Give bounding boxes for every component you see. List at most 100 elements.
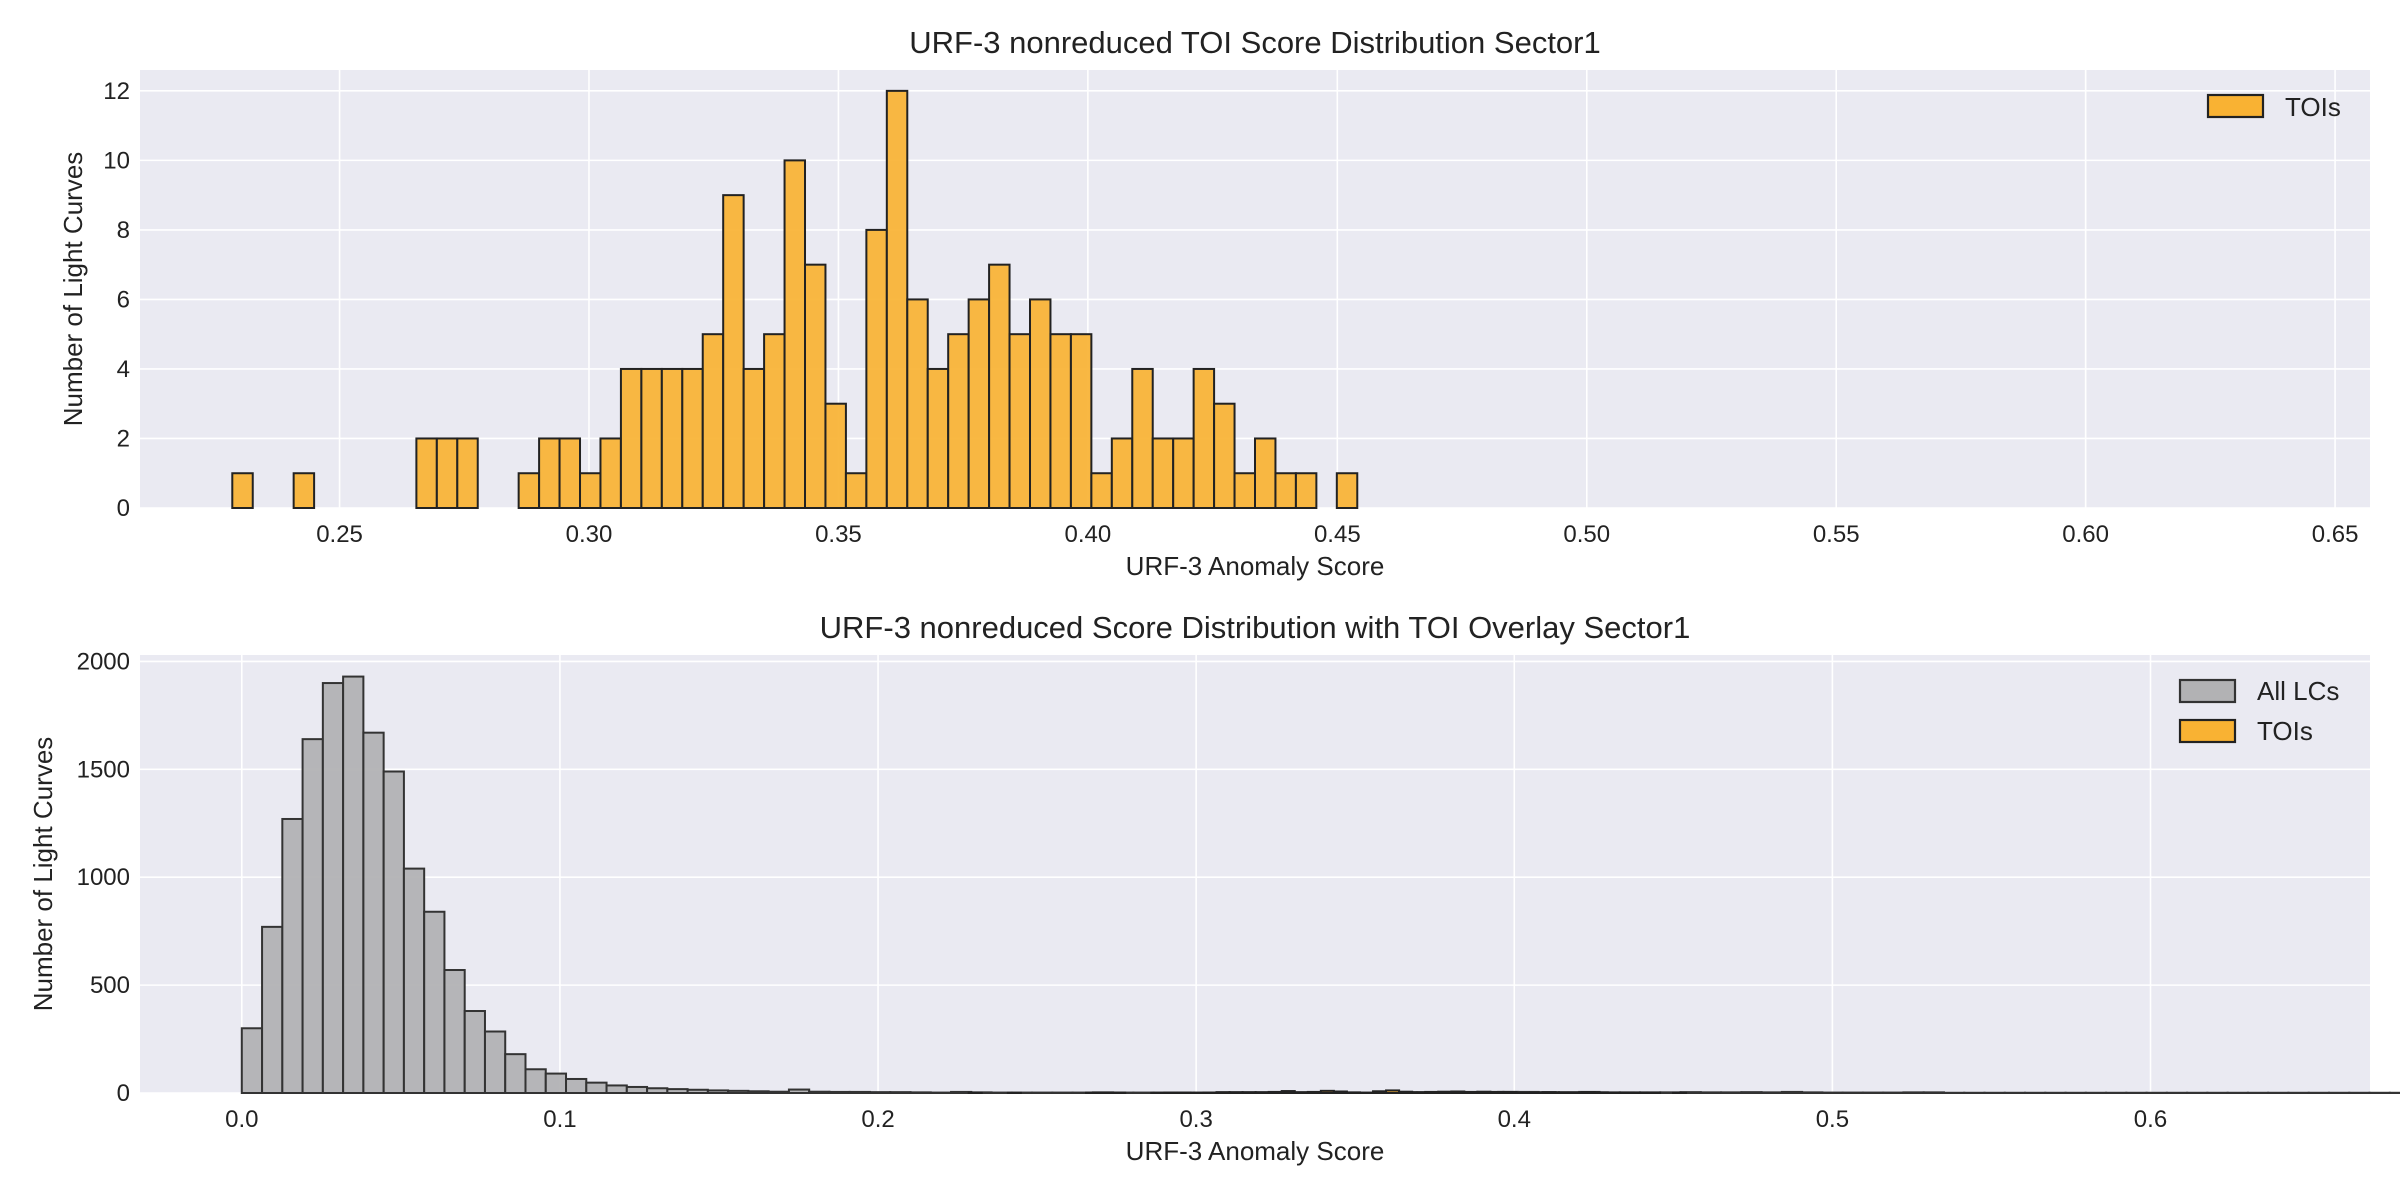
bottom-bar-all-lcs bbox=[848, 1090, 871, 1094]
bottom-bar-all-lcs bbox=[565, 1077, 588, 1094]
top-bar-tois bbox=[947, 333, 970, 510]
top-bar-tois bbox=[844, 472, 868, 510]
top-y-tick-label: 4 bbox=[117, 356, 130, 383]
bottom-bar-all-lcs bbox=[342, 675, 365, 1094]
bottom-bar-tois bbox=[1463, 1090, 1479, 1094]
bottom-y-tick-label: 0 bbox=[117, 1080, 130, 1107]
bottom-bar-tois bbox=[1385, 1089, 1401, 1095]
bottom-y-tick-label: 1500 bbox=[77, 756, 130, 783]
bottom-bar-tois bbox=[1319, 1089, 1335, 1095]
top-bar-tois bbox=[558, 437, 582, 510]
bottom-bar-tois bbox=[1593, 1091, 1609, 1094]
top-x-tick-label: 0.30 bbox=[566, 521, 613, 548]
bottom-x-tick-label: 0.3 bbox=[1179, 1106, 1212, 1133]
bottom-bar-all-lcs bbox=[1801, 1091, 1824, 1094]
bottom-bar-tois bbox=[1437, 1090, 1453, 1095]
bottom-legend: All LCs TOIs bbox=[2178, 676, 2339, 746]
bottom-bar-all-lcs bbox=[321, 682, 345, 1094]
top-bar-tois bbox=[619, 367, 643, 510]
top-bar-tois bbox=[1069, 333, 1093, 510]
bottom-y-tick-label: 500 bbox=[90, 972, 130, 999]
top-bar-tois bbox=[1008, 333, 1032, 510]
top-y-tick-label: 2 bbox=[117, 425, 130, 452]
bottom-legend-label-tois: TOIs bbox=[2257, 716, 2313, 746]
bottom-bar-all-lcs bbox=[686, 1088, 709, 1095]
top-bar-tois bbox=[681, 367, 704, 510]
top-bar-tois bbox=[1213, 402, 1236, 510]
top-bar-tois bbox=[1110, 437, 1134, 510]
top-x-tick-label: 0.50 bbox=[1563, 521, 1610, 548]
bottom-bar-all-lcs bbox=[423, 910, 446, 1094]
bottom-bar-all-lcs bbox=[281, 817, 304, 1094]
bottom-bar-all-lcs bbox=[240, 1027, 264, 1095]
bottom-legend-swatch-all-lcs bbox=[2178, 678, 2237, 704]
bottom-bar-tois bbox=[1489, 1090, 1505, 1094]
top-y-tick-label: 10 bbox=[103, 147, 130, 174]
top-chart-title: URF-3 nonreduced TOI Score Distribution … bbox=[909, 25, 1601, 60]
bottom-bar-all-lcs bbox=[301, 738, 324, 1094]
bottom-bar-all-lcs bbox=[585, 1081, 608, 1094]
bottom-y-tick-labels: 0 500 1000 1500 2000 bbox=[77, 648, 130, 1107]
bottom-bar-tois bbox=[1241, 1091, 1257, 1095]
top-y-tick-labels: 0 2 4 6 8 10 12 bbox=[103, 78, 130, 522]
top-x-tick-label: 0.40 bbox=[1065, 521, 1112, 548]
top-y-tick-label: 6 bbox=[117, 286, 130, 313]
top-bar-tois bbox=[1335, 472, 1359, 510]
top-x-axis-label: URF-3 Anomaly Score bbox=[1126, 551, 1385, 581]
top-x-tick-label: 0.45 bbox=[1314, 521, 1361, 548]
bottom-x-tick-labels: 0.0 0.1 0.2 0.3 0.4 0.5 0.6 bbox=[225, 1106, 2167, 1133]
top-bar-tois bbox=[1254, 437, 1277, 510]
top-bar-tois bbox=[1049, 333, 1072, 510]
top-bar-tois bbox=[517, 472, 541, 510]
bottom-bar-tois bbox=[1254, 1091, 1270, 1095]
top-bar-tois bbox=[742, 367, 766, 510]
bottom-bar-all-lcs bbox=[504, 1053, 527, 1095]
top-bar-tois bbox=[906, 298, 929, 509]
bottom-bar-tois bbox=[1306, 1090, 1322, 1094]
bottom-bar-all-lcs bbox=[625, 1085, 649, 1094]
bottom-bar-all-lcs bbox=[767, 1090, 790, 1095]
bottom-bar-all-lcs bbox=[463, 1010, 486, 1094]
bottom-bar-tois bbox=[1293, 1091, 1309, 1095]
bottom-bar-all-lcs bbox=[1720, 1091, 1743, 1094]
bottom-bar-all-lcs bbox=[261, 925, 284, 1094]
bottom-x-tick-label: 0.5 bbox=[1816, 1106, 1849, 1133]
bottom-legend-label-all-lcs: All LCs bbox=[2257, 676, 2339, 706]
top-bar-tois bbox=[1172, 437, 1195, 510]
bottom-bar-tois bbox=[1345, 1091, 1361, 1094]
top-legend-swatch-tois bbox=[2206, 93, 2265, 119]
top-bar-tois bbox=[415, 437, 438, 510]
bottom-bar-all-lcs bbox=[808, 1090, 831, 1095]
top-x-tick-label: 0.55 bbox=[1813, 521, 1860, 548]
top-x-tick-label: 0.60 bbox=[2062, 521, 2109, 548]
top-x-tick-labels: 0.25 0.30 0.35 0.40 0.45 0.50 0.55 0.60 0.65 bbox=[316, 521, 2358, 548]
bottom-bar-all-lcs bbox=[483, 1030, 507, 1095]
bottom-bar-all-lcs bbox=[443, 969, 466, 1094]
top-y-tick-label: 0 bbox=[117, 495, 130, 522]
top-bar-tois bbox=[824, 402, 847, 510]
bottom-bar-tois bbox=[1215, 1091, 1231, 1095]
top-bar-tois bbox=[599, 437, 622, 510]
bottom-x-tick-label: 0.0 bbox=[225, 1106, 258, 1133]
bottom-bar-all-lcs bbox=[1699, 1091, 1723, 1094]
top-x-tick-label: 0.35 bbox=[815, 521, 862, 548]
top-legend: TOIs bbox=[2206, 92, 2341, 122]
bottom-bar-tois bbox=[1450, 1090, 1466, 1094]
top-bar-tois bbox=[967, 298, 991, 509]
top-bar-tois bbox=[1294, 472, 1318, 510]
top-bar-tois bbox=[579, 472, 602, 510]
bottom-bar-tois bbox=[1398, 1090, 1414, 1095]
bottom-bar-tois bbox=[1411, 1091, 1427, 1095]
top-bar-tois bbox=[988, 263, 1011, 509]
bottom-bars bbox=[240, 675, 2400, 1095]
top-legend-label-tois: TOIs bbox=[2285, 92, 2341, 122]
top-bar-tois bbox=[456, 437, 479, 510]
top-x-tick-label: 0.25 bbox=[316, 521, 363, 548]
bottom-x-tick-label: 0.1 bbox=[543, 1106, 576, 1133]
bottom-y-tick-label: 2000 bbox=[77, 648, 130, 675]
bottom-bar-all-lcs bbox=[382, 770, 405, 1094]
bottom-bar-tois bbox=[1476, 1090, 1492, 1095]
top-bar-tois bbox=[865, 228, 888, 509]
top-bar-tois bbox=[231, 472, 254, 510]
bottom-bar-all-lcs bbox=[868, 1091, 892, 1095]
